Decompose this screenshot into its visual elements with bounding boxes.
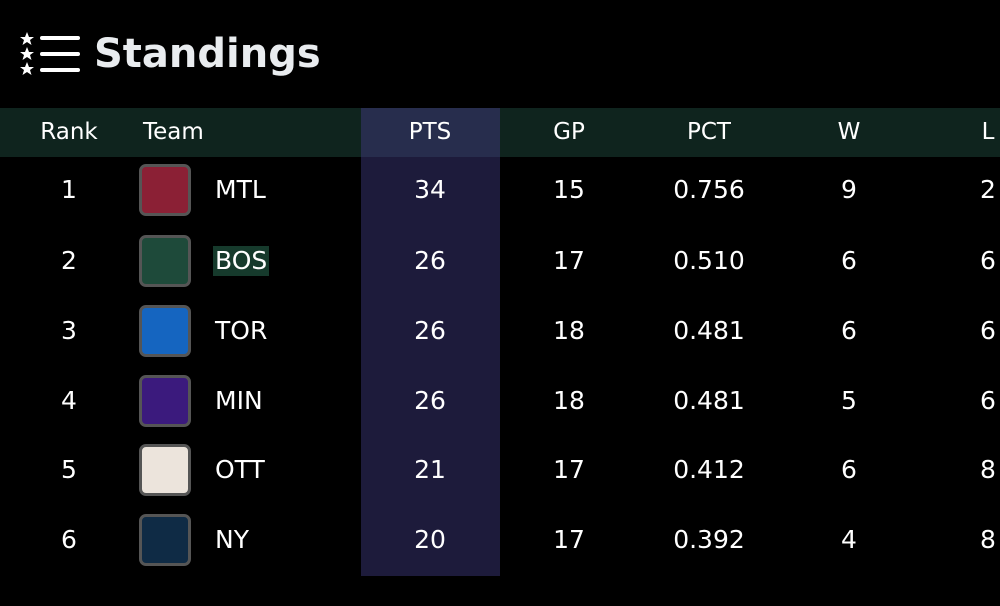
- column-header: PTS: [408, 119, 452, 145]
- team-logo: [139, 514, 191, 566]
- table-cell: 0.756: [673, 175, 745, 204]
- table-cell: 0.510: [673, 246, 745, 275]
- table-cell: 15: [553, 175, 585, 204]
- table-cell: 18: [553, 316, 585, 345]
- team-logo: [139, 375, 191, 427]
- column-header: PCT: [687, 119, 731, 145]
- table-cell: 6: [980, 316, 996, 345]
- table-cell: 0.481: [673, 386, 745, 415]
- table-cell: 6: [841, 455, 857, 484]
- column-header: L: [981, 119, 995, 145]
- table-cell: 6: [980, 246, 996, 275]
- table-cell: 20: [414, 525, 446, 554]
- team-name: MIN: [215, 386, 263, 415]
- table-cell: 0.481: [673, 316, 745, 345]
- table-cell: 3: [61, 316, 77, 345]
- table-cell: 4: [61, 386, 77, 415]
- team-logo: [139, 235, 191, 287]
- table-cell: 6: [841, 316, 857, 345]
- table-cell: 4: [841, 525, 857, 554]
- team-logo: [139, 444, 191, 496]
- table-cell: 26: [414, 316, 446, 345]
- pts-header-highlight: [361, 108, 500, 157]
- table-cell: 17: [553, 525, 585, 554]
- table-cell: 17: [553, 246, 585, 275]
- table-cell: 1: [61, 175, 77, 204]
- column-header: GP: [553, 119, 585, 145]
- table-cell: 17: [553, 455, 585, 484]
- team-name: NY: [215, 525, 249, 554]
- team-name: BOS: [213, 246, 270, 276]
- table-cell: 8: [980, 525, 996, 554]
- header-bar: [0, 108, 1000, 157]
- table-cell: 21: [414, 455, 446, 484]
- column-header: W: [837, 119, 861, 145]
- standings-icon: [20, 32, 80, 75]
- table-cell: 26: [414, 246, 446, 275]
- table-cell: 2: [980, 175, 996, 204]
- table-cell: 18: [553, 386, 585, 415]
- team-name: OTT: [215, 455, 265, 484]
- team-name: TOR: [215, 316, 268, 345]
- table-cell: 0.392: [673, 525, 745, 554]
- table-cell: 5: [841, 386, 857, 415]
- team-name: MTL: [215, 175, 266, 204]
- column-header: Team: [143, 119, 204, 145]
- table-cell: 5: [61, 455, 77, 484]
- table-cell: 9: [841, 175, 857, 204]
- pts-column-highlight: [361, 108, 500, 576]
- table-cell: 2: [61, 246, 77, 275]
- page-title: Standings: [94, 31, 321, 77]
- column-header: Rank: [40, 119, 98, 145]
- table-cell: 0.412: [673, 455, 745, 484]
- table-cell: 6: [841, 246, 857, 275]
- table-cell: 6: [61, 525, 77, 554]
- table-cell: 26: [414, 386, 446, 415]
- team-logo: [139, 164, 191, 216]
- table-cell: 34: [414, 175, 446, 204]
- team-logo: [139, 305, 191, 357]
- table-cell: 6: [980, 386, 996, 415]
- table-cell: 8: [980, 455, 996, 484]
